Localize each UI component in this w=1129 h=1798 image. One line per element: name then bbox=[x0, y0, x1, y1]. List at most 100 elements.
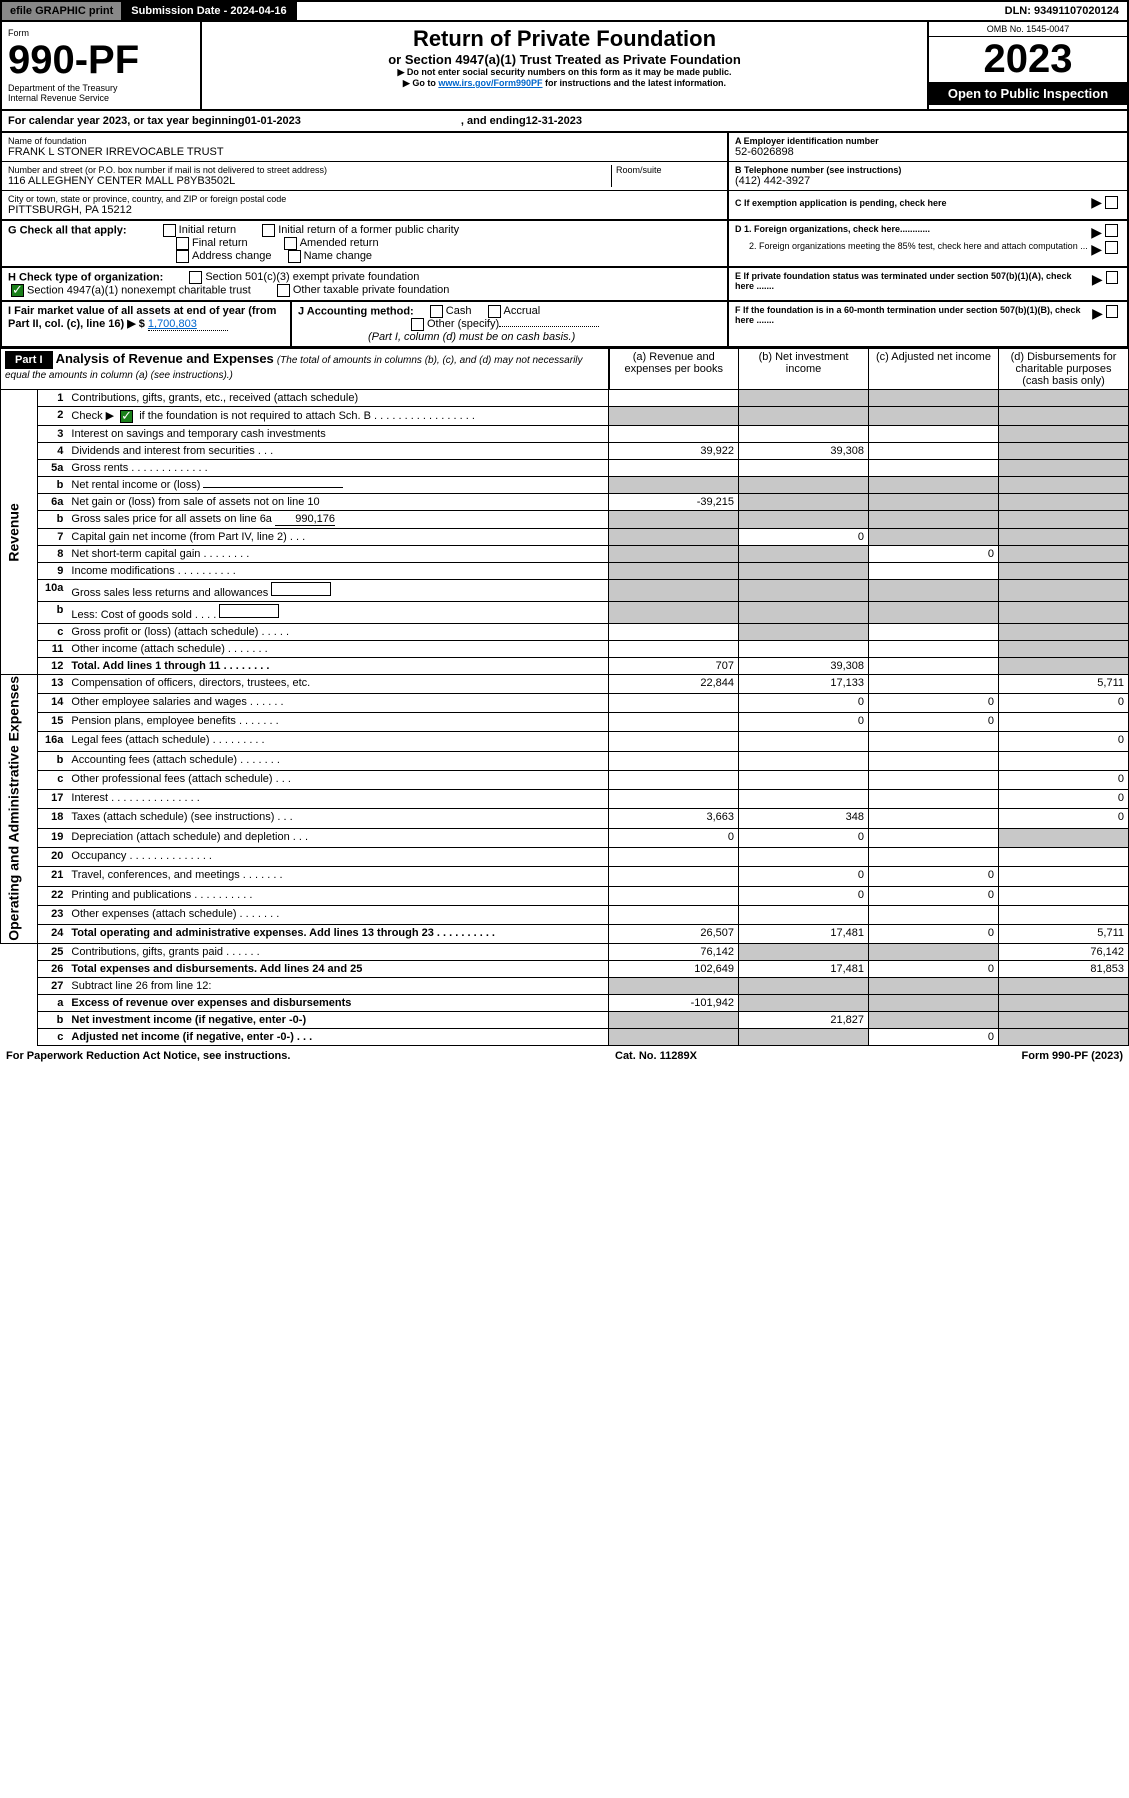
form-header: Form 990-PF Department of the Treasury I… bbox=[0, 22, 1129, 111]
form990pf-link[interactable]: www.irs.gov/Form990PF bbox=[438, 78, 542, 88]
r24-d: 5,711 bbox=[999, 925, 1129, 944]
f-checkbox[interactable] bbox=[1106, 305, 1118, 318]
j-cash-checkbox[interactable] bbox=[430, 305, 443, 318]
r6b-value: 990,176 bbox=[275, 513, 335, 526]
form-ref: Form 990-PF (2023) bbox=[1022, 1050, 1123, 1062]
ein: 52-6026898 bbox=[735, 146, 1121, 158]
open-inspection: Open to Public Inspection bbox=[929, 82, 1127, 105]
e-label: E If private foundation status was termi… bbox=[735, 271, 1092, 297]
r21-b: 0 bbox=[739, 867, 869, 886]
r14-b: 0 bbox=[739, 693, 869, 712]
r27c-c: 0 bbox=[869, 1029, 999, 1046]
r13-a: 22,844 bbox=[609, 674, 739, 693]
top-bar: efile GRAPHIC print Submission Date - 20… bbox=[0, 0, 1129, 22]
j-accrual-checkbox[interactable] bbox=[488, 305, 501, 318]
g-address-checkbox[interactable] bbox=[176, 250, 189, 263]
line-7: Capital gain net income (from Part IV, l… bbox=[67, 528, 608, 545]
g-d-block: G Check all that apply: Initial return I… bbox=[0, 221, 1129, 268]
r14-c: 0 bbox=[869, 693, 999, 712]
line-4: Dividends and interest from securities .… bbox=[67, 442, 608, 459]
r13-d: 5,711 bbox=[999, 674, 1129, 693]
c-label: C If exemption application is pending, c… bbox=[735, 198, 947, 208]
form-title: Return of Private Foundation bbox=[214, 26, 915, 52]
g-amended-checkbox[interactable] bbox=[284, 237, 297, 250]
r26-a: 102,649 bbox=[609, 961, 739, 978]
form-label: Form bbox=[8, 28, 194, 38]
r27a-a: -101,942 bbox=[609, 995, 739, 1012]
r12-a: 707 bbox=[609, 657, 739, 674]
j-label: J Accounting method: bbox=[298, 305, 414, 317]
h-e-block: H Check type of organization: Section 50… bbox=[0, 268, 1129, 302]
col-c-header: (c) Adjusted net income bbox=[869, 349, 999, 390]
h-other-checkbox[interactable] bbox=[277, 284, 290, 297]
i-fmv-value[interactable]: 1,700,803 bbox=[148, 318, 228, 331]
line-9: Income modifications . . . . . . . . . . bbox=[67, 562, 608, 579]
r24-b: 17,481 bbox=[739, 925, 869, 944]
r21-c: 0 bbox=[869, 867, 999, 886]
d2-label: 2. Foreign organizations meeting the 85%… bbox=[735, 241, 1088, 258]
tel-label: B Telephone number (see instructions) bbox=[735, 165, 1121, 175]
line-2: Check ▶ if the foundation is not require… bbox=[67, 407, 608, 426]
part1-table: Part I Analysis of Revenue and Expenses … bbox=[0, 348, 1129, 1046]
city-label: City or town, state or province, country… bbox=[8, 194, 721, 204]
part1-label: Part I bbox=[5, 351, 53, 369]
c-checkbox[interactable] bbox=[1105, 196, 1118, 209]
tax-year: 2023 bbox=[929, 37, 1127, 82]
g-name-checkbox[interactable] bbox=[288, 250, 301, 263]
r12-b: 39,308 bbox=[739, 657, 869, 674]
r25-a: 76,142 bbox=[609, 944, 739, 961]
efile-print-button[interactable]: efile GRAPHIC print bbox=[2, 2, 123, 20]
line-3: Interest on savings and temporary cash i… bbox=[67, 425, 608, 442]
g-label: G Check all that apply: bbox=[8, 224, 127, 236]
footer: For Paperwork Reduction Act Notice, see … bbox=[0, 1046, 1129, 1066]
e-checkbox[interactable] bbox=[1106, 271, 1118, 284]
col-d-header: (d) Disbursements for charitable purpose… bbox=[999, 349, 1129, 390]
line-6a: Net gain or (loss) from sale of assets n… bbox=[67, 493, 608, 510]
line-15: Pension plans, employee benefits . . . .… bbox=[67, 713, 608, 732]
line-20: Occupancy . . . . . . . . . . . . . . bbox=[67, 847, 608, 866]
r18-a: 3,663 bbox=[609, 809, 739, 828]
form-number: 990-PF bbox=[8, 38, 194, 83]
line-25: Contributions, gifts, grants paid . . . … bbox=[67, 944, 608, 961]
foundation-name: FRANK L STONER IRREVOCABLE TRUST bbox=[8, 146, 721, 158]
name-label: Name of foundation bbox=[8, 136, 721, 146]
r18-b: 348 bbox=[739, 809, 869, 828]
opex-section: Operating and Administrative Expenses bbox=[1, 674, 38, 944]
g-initial-checkbox[interactable] bbox=[163, 224, 176, 237]
r4-a: 39,922 bbox=[609, 442, 739, 459]
line-6b: Gross sales price for all assets on line… bbox=[67, 510, 608, 528]
pra-notice: For Paperwork Reduction Act Notice, see … bbox=[6, 1050, 290, 1062]
h-501c3-checkbox[interactable] bbox=[189, 271, 202, 284]
col-b-header: (b) Net investment income bbox=[739, 349, 869, 390]
j-other-checkbox[interactable] bbox=[411, 318, 424, 331]
line-10c: Gross profit or (loss) (attach schedule)… bbox=[67, 623, 608, 640]
d1-label: D 1. Foreign organizations, check here..… bbox=[735, 224, 930, 241]
room-label: Room/suite bbox=[616, 165, 721, 175]
irs-label: Internal Revenue Service bbox=[8, 93, 194, 103]
col-a-header: (a) Revenue and expenses per books bbox=[609, 349, 739, 390]
line-16b: Accounting fees (attach schedule) . . . … bbox=[67, 751, 608, 770]
r22-b: 0 bbox=[739, 886, 869, 905]
r7-b: 0 bbox=[739, 528, 869, 545]
schb-checkbox[interactable] bbox=[120, 410, 133, 423]
cat-number: Cat. No. 11289X bbox=[615, 1050, 697, 1062]
line-27: Subtract line 26 from line 12: bbox=[67, 978, 608, 995]
g-final-checkbox[interactable] bbox=[176, 237, 189, 250]
line-10b: Less: Cost of goods sold . . . . bbox=[67, 601, 608, 623]
line-14: Other employee salaries and wages . . . … bbox=[67, 693, 608, 712]
line-10a: Gross sales less returns and allowances bbox=[67, 579, 608, 601]
line-12: Total. Add lines 1 through 11 . . . . . … bbox=[67, 657, 608, 674]
d2-checkbox[interactable] bbox=[1105, 241, 1118, 254]
r24-c: 0 bbox=[869, 925, 999, 944]
r25-d: 76,142 bbox=[999, 944, 1129, 961]
line-5a: Gross rents . . . . . . . . . . . . . bbox=[67, 459, 608, 476]
form-subtitle: or Section 4947(a)(1) Trust Treated as P… bbox=[214, 52, 915, 67]
line-16c: Other professional fees (attach schedule… bbox=[67, 770, 608, 789]
line-27b: Net investment income (if negative, ente… bbox=[67, 1012, 608, 1029]
line-21: Travel, conferences, and meetings . . . … bbox=[67, 867, 608, 886]
line-13: Compensation of officers, directors, tru… bbox=[67, 674, 608, 693]
r6a-a: -39,215 bbox=[609, 493, 739, 510]
g-initial-former-checkbox[interactable] bbox=[262, 224, 275, 237]
h-4947-checkbox[interactable] bbox=[11, 284, 24, 297]
d1-checkbox[interactable] bbox=[1105, 224, 1118, 237]
